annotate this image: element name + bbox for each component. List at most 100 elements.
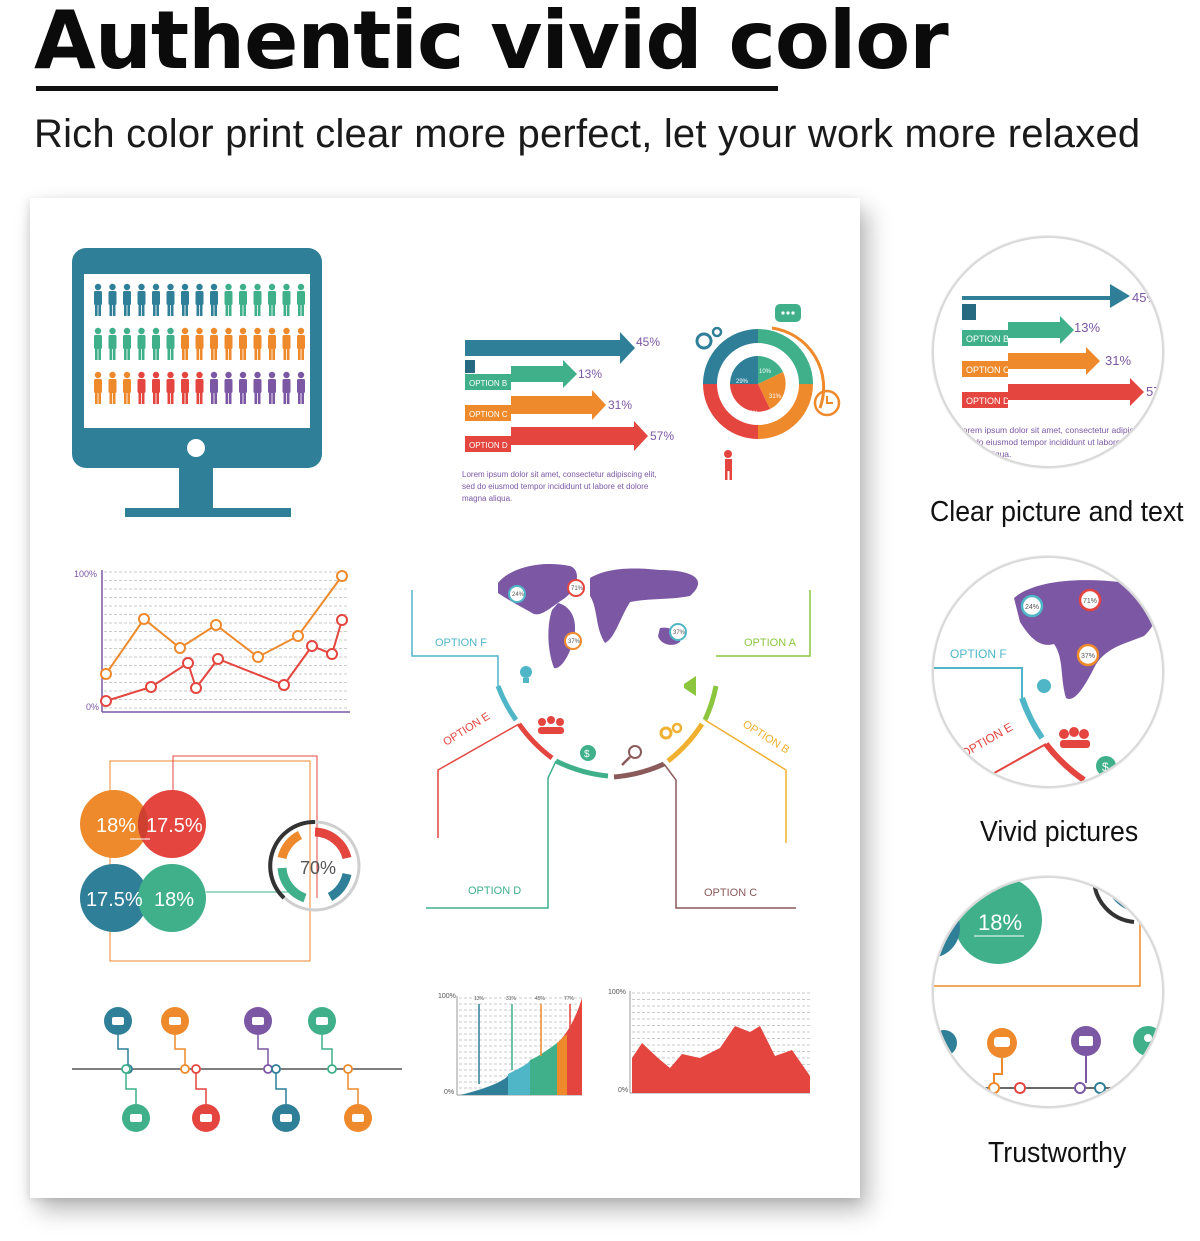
zoom-circle-timeline: 18% bbox=[932, 876, 1164, 1108]
svg-text:magna aliqua.: magna aliqua. bbox=[958, 449, 1011, 459]
person-figure-icon bbox=[253, 371, 262, 404]
person-figure-icon bbox=[297, 327, 305, 360]
person-figure-icon bbox=[239, 327, 247, 360]
arrow-bar-4 bbox=[511, 421, 648, 451]
timeline-node-icon bbox=[121, 1064, 150, 1132]
person-icon bbox=[724, 450, 732, 458]
person-figure-icon bbox=[282, 327, 291, 360]
option-f-label: OPTION F bbox=[435, 637, 487, 649]
person-figure-icon bbox=[137, 283, 146, 316]
person-figure-icon bbox=[181, 283, 189, 316]
world-map-options: 24% 71% 37% 37% OPTION F OPTION A OPTION… bbox=[411, 563, 811, 909]
svg-text:31%: 31% bbox=[769, 394, 782, 400]
zoom3-value: 18% bbox=[978, 910, 1022, 935]
person-figure-icon bbox=[123, 371, 131, 404]
svg-text:45%: 45% bbox=[535, 996, 546, 1002]
clock-icon bbox=[813, 389, 841, 417]
person-figure-icon bbox=[282, 371, 291, 404]
timeline-node-icon bbox=[104, 1007, 133, 1074]
person-figure-icon bbox=[123, 283, 131, 316]
zoom-circle-map: 24% 71% 37% OPTION F OPTION E $ bbox=[932, 556, 1164, 788]
red-chart-bottom-label: 0% bbox=[618, 1087, 628, 1094]
arrow-label-c: OPTION C bbox=[469, 410, 508, 419]
svg-text:71%: 71% bbox=[1083, 598, 1097, 605]
eurasia-africa-shape bbox=[590, 568, 699, 643]
headline: Authentic vivid color bbox=[34, 0, 949, 87]
line-chart: 100% 0% bbox=[74, 569, 350, 713]
person-figure-icon bbox=[181, 327, 189, 360]
person-figure-icon bbox=[152, 283, 160, 316]
svg-text:29%: 29% bbox=[736, 379, 749, 385]
person-figure-icon bbox=[224, 371, 233, 404]
gears-icon bbox=[659, 726, 673, 740]
area-top-label: 100% bbox=[438, 993, 456, 1000]
svg-text:77%: 77% bbox=[564, 996, 575, 1002]
venn-infographic: 18% 17.5% 17.5% 18% 70% bbox=[80, 755, 361, 962]
lorem-line-1: Lorem ipsum dolor sit amet, consectetur … bbox=[462, 470, 657, 479]
timeline-node-icon bbox=[308, 1007, 337, 1074]
person-figure-icon bbox=[239, 371, 247, 404]
arrow-label-b: OPTION B bbox=[469, 379, 507, 388]
svg-text:13%: 13% bbox=[1074, 320, 1100, 335]
person-figure-icon bbox=[253, 327, 262, 360]
person-figure-icon bbox=[166, 283, 175, 316]
area-bottom-label: 0% bbox=[444, 1089, 454, 1096]
svg-text:Lorem ipsum dolor sit amet, co: Lorem ipsum dolor sit amet, consectetur … bbox=[958, 425, 1162, 435]
person-figure-icon bbox=[137, 327, 146, 360]
person-figure-icon bbox=[224, 283, 233, 316]
person-figure-icon bbox=[195, 371, 204, 404]
svg-text:37%: 37% bbox=[673, 630, 686, 636]
ring-value: 70% bbox=[300, 858, 336, 878]
person-figure-icon bbox=[108, 371, 117, 404]
svg-text:31%: 31% bbox=[506, 996, 517, 1002]
svg-text:10%: 10% bbox=[759, 369, 772, 375]
person-figure-icon bbox=[94, 327, 102, 360]
group-icon bbox=[538, 718, 546, 726]
line-chart-top-label: 100% bbox=[74, 569, 97, 579]
person-figure-icon bbox=[297, 283, 305, 316]
person-figure-icon bbox=[239, 283, 247, 316]
person-figure-icon bbox=[94, 283, 102, 316]
timeline-node-icon bbox=[161, 1007, 190, 1074]
lightbulb-icon bbox=[520, 666, 532, 678]
person-figure-icon bbox=[210, 371, 218, 404]
person-figure-icon bbox=[195, 327, 204, 360]
person-figure-icon bbox=[94, 371, 102, 404]
svg-text:13%: 13% bbox=[474, 996, 485, 1002]
area-chart: 100% 0% 13% 31% 45% 77% bbox=[438, 993, 582, 1096]
person-figure-icon bbox=[268, 327, 276, 360]
printed-sheet: 45% OPTION B 13% OPTION C 31% OPTION D 5… bbox=[30, 198, 860, 1198]
timeline-infographic bbox=[72, 1007, 402, 1132]
svg-text:$: $ bbox=[1102, 760, 1109, 774]
svg-text:57%: 57% bbox=[1146, 384, 1162, 399]
venn-value-2: 17.5% bbox=[146, 815, 203, 837]
person-figure-icon bbox=[210, 327, 218, 360]
option-c-label: OPTION C bbox=[704, 887, 757, 899]
arrow-value-4: 57% bbox=[650, 429, 674, 443]
person-figure-icon bbox=[195, 283, 204, 316]
person-figure-icon bbox=[297, 371, 305, 404]
lorem-line-3: magna aliqua. bbox=[462, 494, 512, 503]
option-b-label: OPTION B bbox=[740, 718, 791, 756]
zoom2-caption: Vivid pictures bbox=[980, 816, 1139, 848]
megaphone-icon bbox=[684, 676, 696, 696]
person-figure-icon bbox=[108, 283, 117, 316]
venn-value-1: 18% bbox=[96, 815, 136, 837]
person-figure-icon bbox=[268, 371, 276, 404]
person-figure-icon bbox=[253, 283, 262, 316]
money-bag-icon bbox=[580, 745, 596, 761]
svg-text:OPTION D: OPTION D bbox=[966, 396, 1010, 406]
svg-text:37%: 37% bbox=[1081, 653, 1095, 660]
svg-text:24%: 24% bbox=[1025, 604, 1039, 611]
arrow-bar-2 bbox=[511, 360, 577, 388]
line-chart-bottom-label: 0% bbox=[86, 702, 99, 712]
person-figure-icon bbox=[137, 371, 146, 404]
monitor-icon bbox=[72, 248, 322, 517]
headline-underline bbox=[36, 86, 778, 91]
arrow-label-d: OPTION D bbox=[469, 441, 508, 450]
lorem-line-2: sed do eiusmod tempor incididunt ut labo… bbox=[462, 482, 649, 491]
svg-text:24%: 24% bbox=[512, 592, 525, 598]
venn-value-3: 17.5% bbox=[86, 889, 143, 911]
svg-text:50%: 50% bbox=[746, 411, 759, 417]
timeline-node-icon bbox=[191, 1064, 220, 1132]
